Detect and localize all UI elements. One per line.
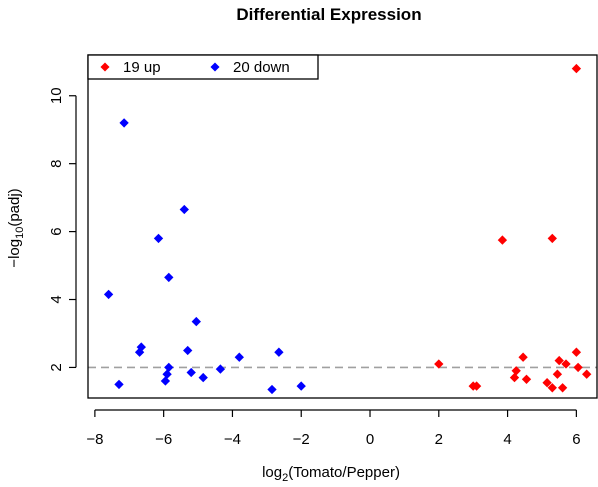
legend-box <box>87 54 319 80</box>
y-axis-label-sub: 10 <box>14 227 26 239</box>
legend-marker-up <box>100 62 110 72</box>
up-point-14 <box>561 359 571 369</box>
down-point-0 <box>103 289 114 300</box>
x-tick-label: 4 <box>503 431 511 448</box>
x-tick-label: −8 <box>86 431 103 448</box>
legend-label-up: 19 up <box>123 59 161 76</box>
plot-frame <box>87 54 598 399</box>
up-point-17 <box>573 362 583 373</box>
y-tick-label: 8 <box>48 160 65 168</box>
x-axis-label-prefix: log <box>262 464 282 481</box>
up-point-13 <box>557 383 568 393</box>
up-point-12 <box>554 355 564 366</box>
down-point-13 <box>191 316 201 327</box>
down-point-15 <box>215 364 226 374</box>
x-tick-label: −6 <box>155 431 172 448</box>
chart-title: Differential Expression <box>236 5 421 24</box>
y-axis-label-prefix: −log <box>6 239 23 268</box>
down-point-5 <box>153 233 164 244</box>
y-axis-label-suffix: (padj) <box>6 188 23 226</box>
down-point-18 <box>274 347 284 357</box>
down-point-9 <box>164 362 174 373</box>
x-axis-label: log2(Tomato/Pepper) <box>262 464 400 484</box>
up-point-5 <box>511 366 521 376</box>
x-tick-label: 0 <box>366 431 374 448</box>
y-tick-label: 6 <box>48 227 65 235</box>
legend-label-down: 20 down <box>233 59 290 76</box>
y-axis: 2 4 6 8 10 <box>48 87 77 372</box>
y-tick-label: 10 <box>48 87 65 104</box>
up-point-16 <box>571 63 582 74</box>
down-point-12 <box>186 367 196 378</box>
up-point-7 <box>521 374 532 384</box>
down-point-14 <box>198 372 208 383</box>
legend-marker-down <box>210 62 220 72</box>
y-axis-label: −log10(padj) <box>6 188 26 267</box>
x-axis-label-suffix: (Tomato/Pepper) <box>288 464 400 481</box>
down-point-2 <box>119 118 129 128</box>
plot-area <box>88 63 597 395</box>
x-tick-label: 6 <box>572 431 580 448</box>
legend: 19 up 20 down <box>87 54 319 80</box>
down-point-17 <box>267 384 277 395</box>
y-tick-label: 4 <box>48 295 65 303</box>
up-point-4 <box>509 372 520 383</box>
down-point-8 <box>164 272 174 283</box>
down-point-1 <box>114 379 124 390</box>
down-point-16 <box>234 352 244 362</box>
down-point-6 <box>160 376 171 386</box>
x-tick-label: 2 <box>435 431 443 448</box>
up-point-11 <box>552 369 563 379</box>
down-point-19 <box>296 381 306 391</box>
y-tick-label: 2 <box>48 363 65 371</box>
down-point-10 <box>179 204 189 215</box>
up-point-15 <box>571 347 582 357</box>
up-point-10 <box>547 383 557 393</box>
x-axis: −8 −6 −4 −2 0 2 4 6 <box>86 409 581 448</box>
x-axis-label-sub: 2 <box>282 472 288 484</box>
up-point-3 <box>497 235 508 245</box>
down-point-11 <box>183 345 193 356</box>
up-point-6 <box>518 352 528 362</box>
down-point-7 <box>162 369 172 379</box>
up-point-9 <box>547 233 557 244</box>
x-tick-label: −4 <box>224 431 241 448</box>
up-point-18 <box>582 369 592 379</box>
x-tick-label: −2 <box>293 431 310 448</box>
up-point-8 <box>542 378 552 388</box>
